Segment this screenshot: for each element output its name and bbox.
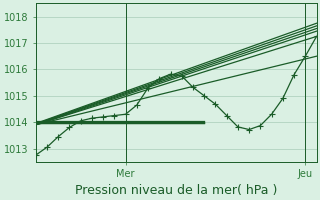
X-axis label: Pression niveau de la mer( hPa ): Pression niveau de la mer( hPa ) xyxy=(75,184,277,197)
